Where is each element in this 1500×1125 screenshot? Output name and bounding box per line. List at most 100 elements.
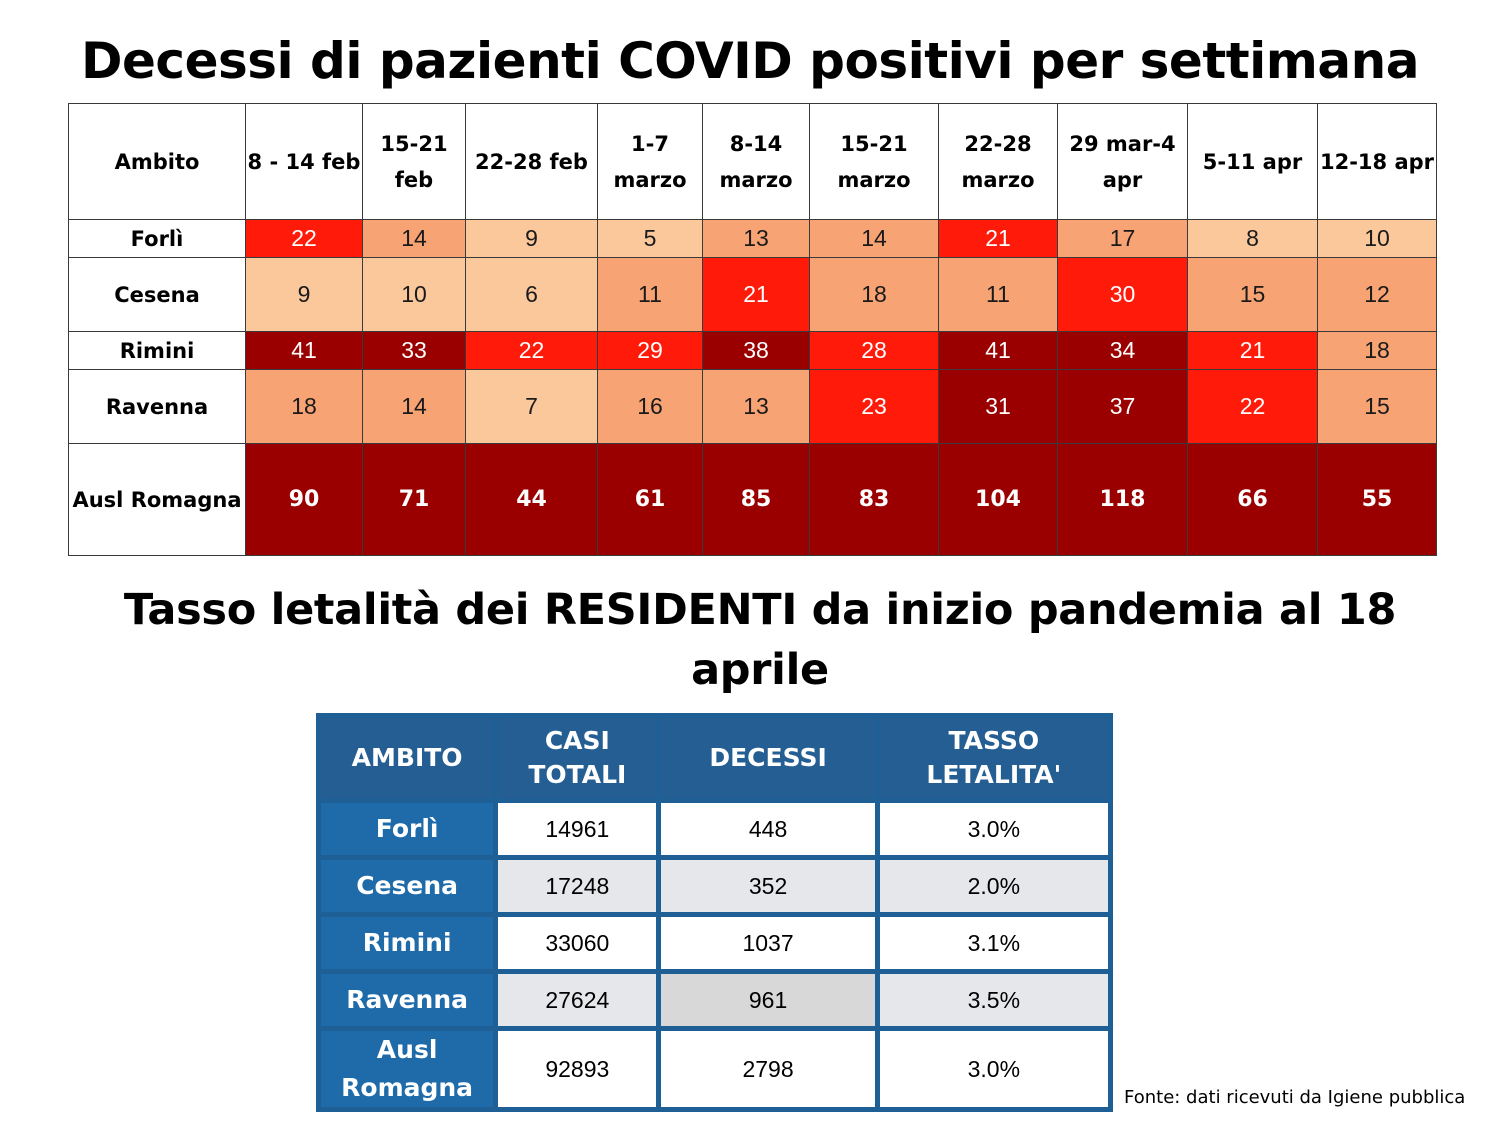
weekly-row-forli: Forlì 22 14 9 5 13 14 21 17 8 10 <box>68 219 1437 258</box>
header-week: 8 - 14 feb <box>245 103 363 220</box>
cell: 16 <box>597 369 703 444</box>
header-ambito: AMBITO <box>321 718 494 798</box>
header-week: 29 mar-4 apr <box>1057 103 1188 220</box>
decessi-cell: 448 <box>661 803 875 855</box>
cell: 9 <box>245 257 363 332</box>
cell: 15 <box>1317 369 1437 444</box>
cell: 37 <box>1057 369 1188 444</box>
cell: 18 <box>245 369 363 444</box>
header-week: 15-21 marzo <box>809 103 939 220</box>
cell: 29 <box>597 331 703 370</box>
cell: 33 <box>362 331 466 370</box>
header-tasso-letalita: TASSO LETALITA' <box>879 718 1108 798</box>
cell: 66 <box>1187 443 1318 556</box>
row-label: Ausl Romagna <box>321 1031 494 1107</box>
tasso-cell: 3.0% <box>879 1031 1108 1107</box>
cell: 21 <box>938 219 1058 258</box>
cell: 14 <box>362 219 466 258</box>
cell: 22 <box>1187 369 1318 444</box>
cell: 22 <box>465 331 598 370</box>
weekly-row-rimini: Rimini 41 33 22 29 38 28 41 34 21 18 <box>68 331 1437 370</box>
lethality-row-ravenna: Ravenna 27624 961 3.5% <box>321 974 1108 1026</box>
weekly-deaths-table: Ambito 8 - 14 feb 15-21 feb 22-28 feb 1-… <box>68 103 1437 556</box>
cell: 55 <box>1317 443 1437 556</box>
cell: 90 <box>245 443 363 556</box>
source-note: Fonte: dati ricevuti da Igiene pubblica <box>1124 1087 1466 1108</box>
decessi-cell: 1037 <box>661 917 875 969</box>
section-title: Tasso letalità dei RESIDENTI da inizio p… <box>123 585 1397 695</box>
cell: 14 <box>362 369 466 444</box>
row-label: Ravenna <box>68 369 246 444</box>
header-week: 12-18 apr <box>1317 103 1437 220</box>
cell: 31 <box>938 369 1058 444</box>
casi-cell: 27624 <box>498 974 657 1026</box>
cell: 15 <box>1187 257 1318 332</box>
cell: 85 <box>702 443 810 556</box>
lethality-table: AMBITO CASI TOTALI DECESSI TASSO LETALIT… <box>316 713 1113 1112</box>
cell: 83 <box>809 443 939 556</box>
row-label: Ravenna <box>321 974 494 1026</box>
decessi-cell: 961 <box>661 974 875 1026</box>
header-week: 1-7 marzo <box>597 103 703 220</box>
header-ambito: Ambito <box>68 103 246 220</box>
lethality-row-rimini: Rimini 33060 1037 3.1% <box>321 917 1108 969</box>
cell: 61 <box>597 443 703 556</box>
cell: 28 <box>809 331 939 370</box>
row-label: Forlì <box>68 219 246 258</box>
cell: 7 <box>465 369 598 444</box>
header-week: 22-28 marzo <box>938 103 1058 220</box>
header-week: 5-11 apr <box>1187 103 1318 220</box>
cell: 8 <box>1187 219 1318 258</box>
cell: 21 <box>1187 331 1318 370</box>
casi-cell: 92893 <box>498 1031 657 1107</box>
row-label: Cesena <box>68 257 246 332</box>
lethality-header-row: AMBITO CASI TOTALI DECESSI TASSO LETALIT… <box>321 718 1108 798</box>
cell: 18 <box>809 257 939 332</box>
cell: 30 <box>1057 257 1188 332</box>
cell: 13 <box>702 369 810 444</box>
lethality-row-ausl-romagna: Ausl Romagna 92893 2798 3.0% <box>321 1031 1108 1107</box>
row-label: Cesena <box>321 860 494 912</box>
tasso-cell: 3.1% <box>879 917 1108 969</box>
cell: 41 <box>245 331 363 370</box>
casi-cell: 14961 <box>498 803 657 855</box>
cell: 44 <box>465 443 598 556</box>
cell: 13 <box>702 219 810 258</box>
cell: 104 <box>938 443 1058 556</box>
cell: 5 <box>597 219 703 258</box>
weekly-row-ravenna: Ravenna 18 14 7 16 13 23 31 37 22 15 <box>68 369 1437 444</box>
cell: 21 <box>702 257 810 332</box>
cell: 9 <box>465 219 598 258</box>
cell: 11 <box>597 257 703 332</box>
tasso-cell: 3.5% <box>879 974 1108 1026</box>
cell: 12 <box>1317 257 1437 332</box>
cell: 71 <box>362 443 466 556</box>
weekly-header-row: Ambito 8 - 14 feb 15-21 feb 22-28 feb 1-… <box>68 103 1437 220</box>
decessi-cell: 2798 <box>661 1031 875 1107</box>
row-label: Forlì <box>321 803 494 855</box>
casi-cell: 17248 <box>498 860 657 912</box>
cell: 14 <box>809 219 939 258</box>
decessi-cell: 352 <box>661 860 875 912</box>
row-label: Ausl Romagna <box>68 443 246 556</box>
row-label: Rimini <box>321 917 494 969</box>
cell: 34 <box>1057 331 1188 370</box>
cell: 41 <box>938 331 1058 370</box>
tasso-cell: 2.0% <box>879 860 1108 912</box>
weekly-row-cesena: Cesena 9 10 6 11 21 18 11 30 15 12 <box>68 257 1437 332</box>
cell: 118 <box>1057 443 1188 556</box>
row-label: Rimini <box>68 331 246 370</box>
header-week: 22-28 feb <box>465 103 598 220</box>
page-title: Decessi di pazienti COVID positivi per s… <box>81 32 1419 90</box>
header-casi-totali: CASI TOTALI <box>498 718 657 798</box>
lethality-row-forli: Forlì 14961 448 3.0% <box>321 803 1108 855</box>
cell: 10 <box>362 257 466 332</box>
casi-cell: 33060 <box>498 917 657 969</box>
cell: 18 <box>1317 331 1437 370</box>
lethality-row-cesena: Cesena 17248 352 2.0% <box>321 860 1108 912</box>
tasso-cell: 3.0% <box>879 803 1108 855</box>
header-decessi: DECESSI <box>661 718 875 798</box>
cell: 23 <box>809 369 939 444</box>
cell: 22 <box>245 219 363 258</box>
weekly-row-ausl-romagna: Ausl Romagna 90 71 44 61 85 83 104 118 6… <box>68 443 1437 556</box>
